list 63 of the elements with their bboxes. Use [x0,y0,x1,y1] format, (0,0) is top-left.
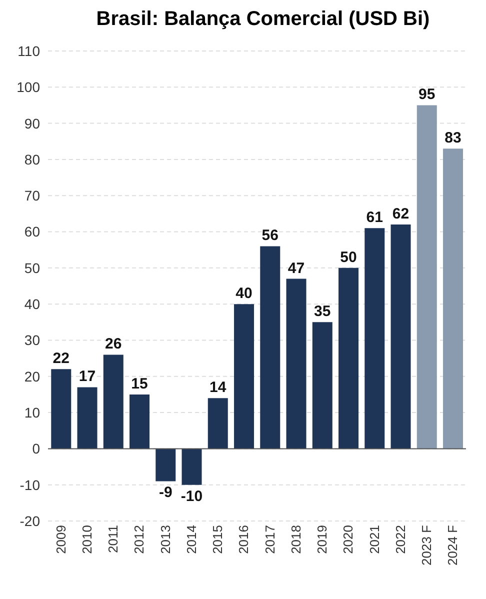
bar [208,398,228,449]
bar [260,246,280,449]
y-tick-label: 90 [24,115,40,132]
x-tick-label: 2015 [210,525,226,554]
y-tick-label: 50 [24,260,40,276]
data-label: 15 [131,375,148,392]
y-tick-label: 0 [32,440,40,457]
y-tick-label: -10 [20,476,40,493]
data-label: 61 [366,209,383,226]
data-label: 83 [444,130,462,147]
data-label: 17 [78,368,96,386]
y-tick-label: 40 [24,296,40,312]
data-label: -9 [158,484,172,502]
data-label: 14 [210,379,227,396]
y-tick-label: 10 [24,404,40,421]
bar [286,278,306,449]
bar [182,448,202,485]
data-label: 35 [314,303,331,320]
y-tick-label: 100 [16,79,40,96]
x-tick-label: 2024 F [445,524,460,566]
bar [51,369,72,449]
x-tick-label: 2016 [236,525,252,554]
bar [312,322,332,449]
x-tick-label: 2011 [106,525,121,553]
chart-title: Brasil: Balança Comercial (USD Bi) [95,8,431,31]
x-tick-label: 2022 [392,525,408,554]
x-tick-label: 2014 [184,525,199,554]
bar [130,394,150,449]
x-tick-label: 2023 F [419,524,434,566]
x-tick-label: 2012 [132,525,147,554]
bar [443,148,464,449]
data-label: 26 [105,336,122,353]
y-tick-label: 110 [18,42,40,59]
bar [390,224,411,449]
bar [156,448,176,482]
y-tick-label: 20 [24,368,40,384]
x-tick-label: 2010 [79,525,94,554]
x-tick-label: 2021 [366,525,382,554]
x-tick-label: 2020 [340,525,356,554]
y-tick-label: 30 [24,332,40,348]
x-tick-label: 2019 [314,525,330,554]
y-tick-label: 60 [24,224,40,240]
data-label: 56 [262,227,278,244]
bar [234,304,254,449]
x-tick-label: 2009 [53,525,68,554]
data-label: 50 [340,248,357,266]
data-label: 95 [418,86,436,104]
bar [416,105,437,449]
bar [338,268,359,449]
x-tick-label: 2013 [158,525,173,554]
data-label: 47 [288,260,305,277]
x-tick-label: 2017 [262,525,278,554]
bar [103,354,124,449]
data-label: -10 [180,488,203,505]
bar [77,387,98,449]
y-tick-label: 70 [24,188,40,204]
data-label: 62 [392,206,410,223]
bar [364,228,385,449]
x-tick-label: 2018 [288,525,304,554]
y-tick-label: -20 [20,512,40,529]
y-tick-label: 80 [24,151,40,168]
data-label: 22 [52,350,70,368]
data-label: 40 [236,285,252,302]
